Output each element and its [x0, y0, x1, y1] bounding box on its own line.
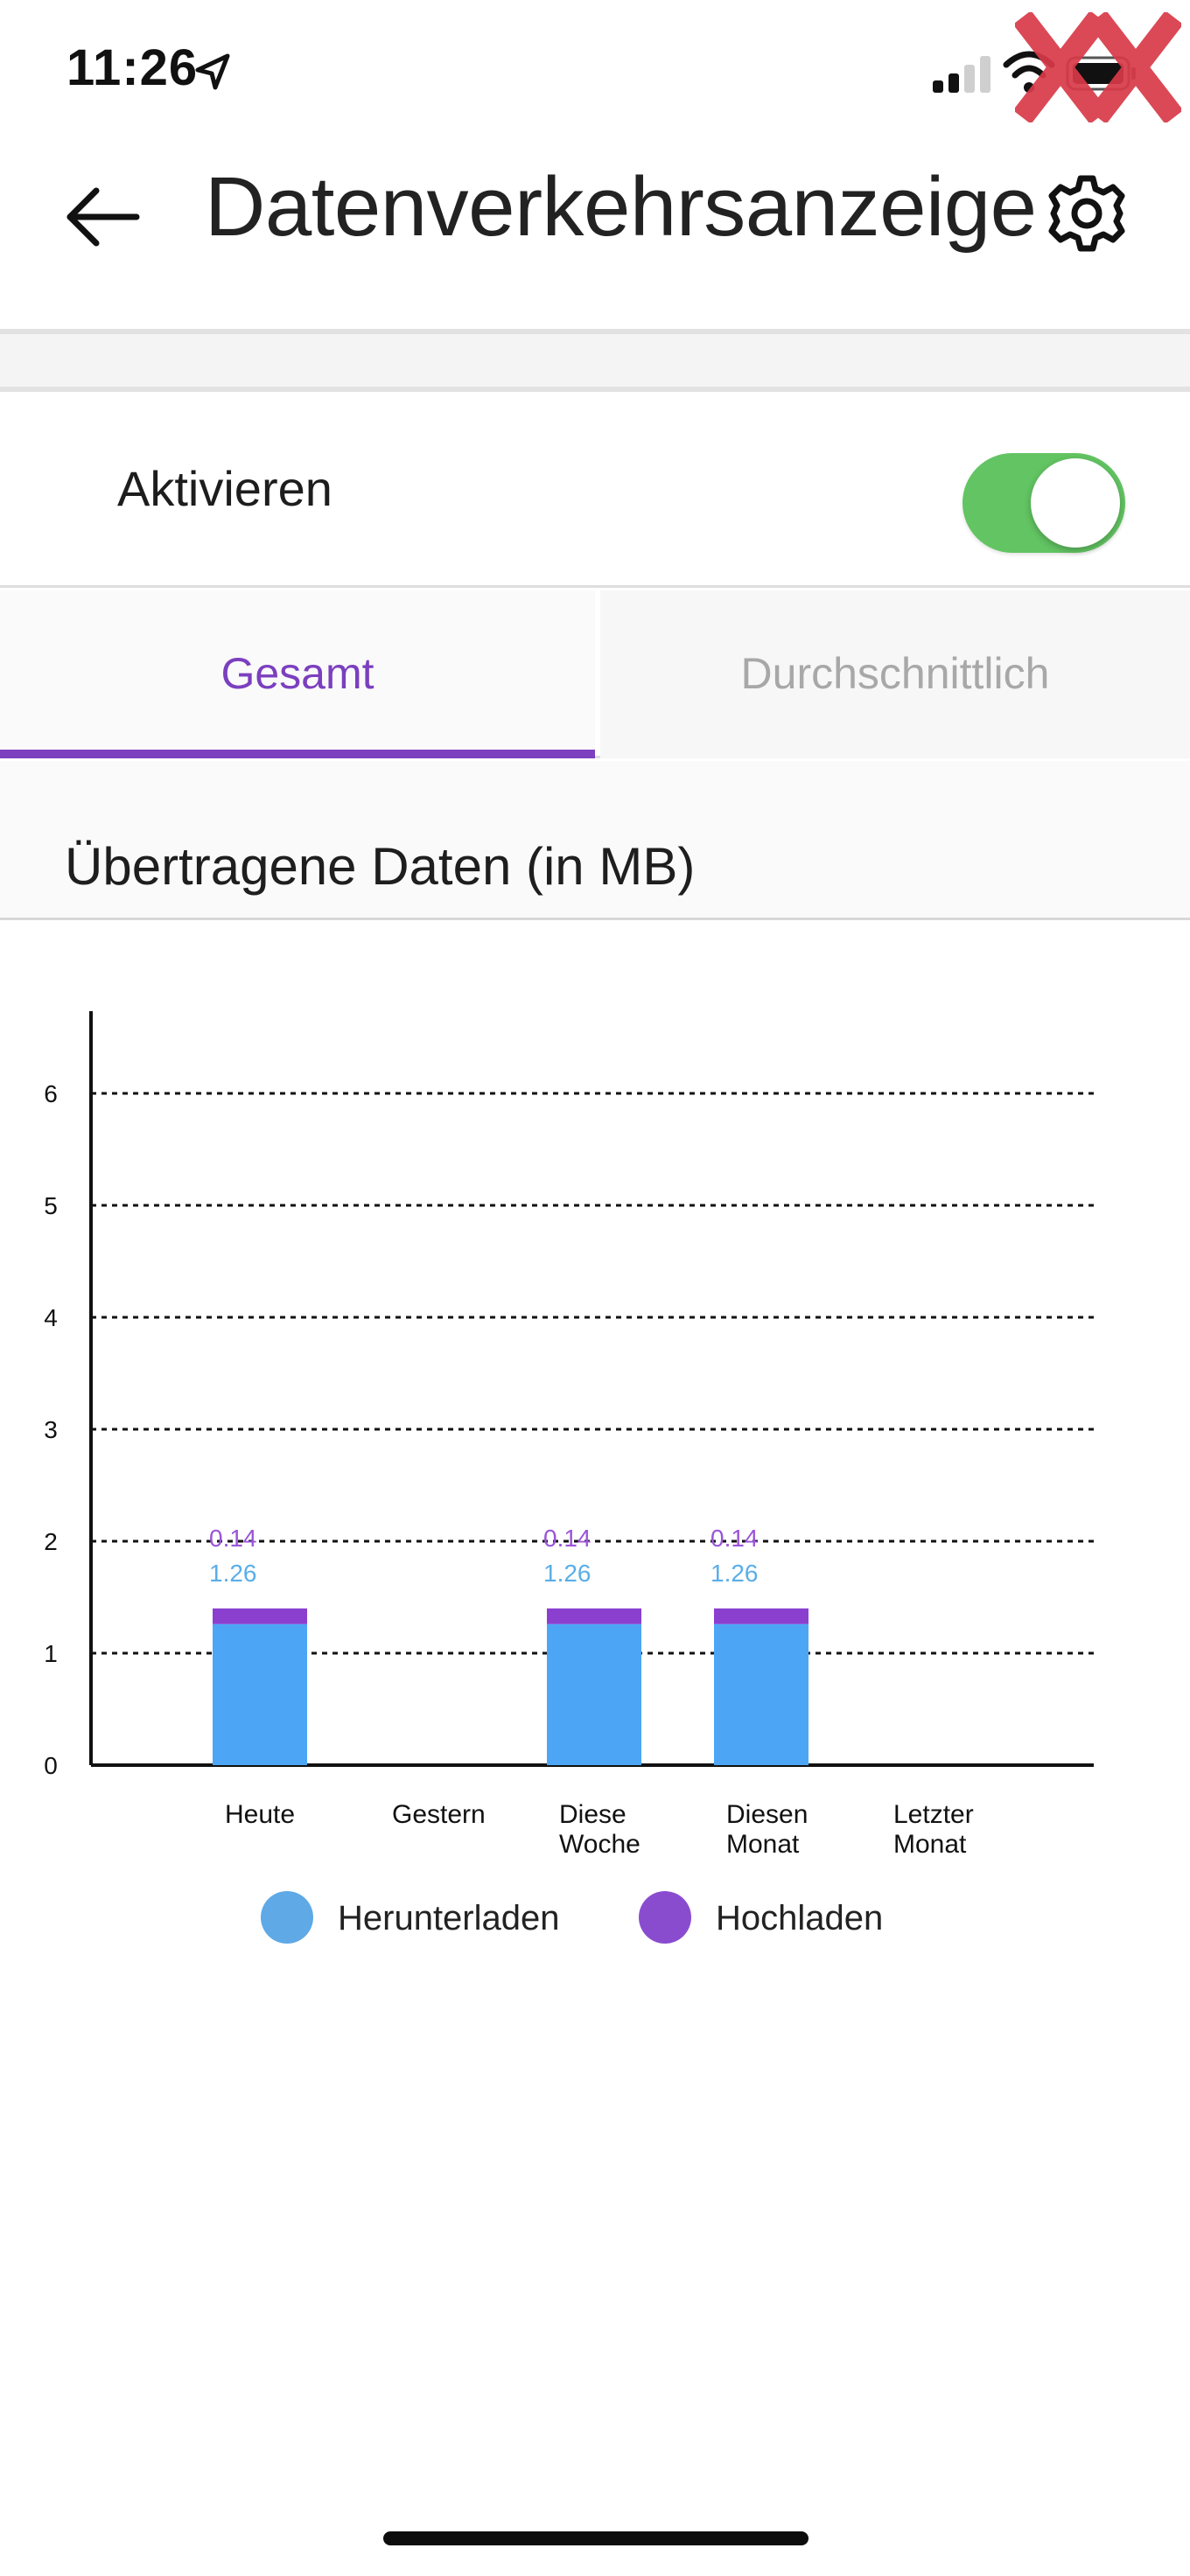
- x-tick-label: Diesen: [726, 1800, 808, 1829]
- x-tick-label: Heute: [225, 1800, 295, 1829]
- legend-label: Herunterladen: [338, 1899, 560, 1937]
- page-title: Datenverkehrsanzeige: [205, 160, 1037, 254]
- section-title: Übertragene Daten (in MB): [65, 837, 696, 896]
- section-header: Übertragene Daten (in MB): [0, 761, 1190, 920]
- data-label-herunterladen: 1.26: [710, 1560, 759, 1587]
- tab-durchschnittlich[interactable]: Durchschnittlich: [600, 590, 1190, 758]
- bar-herunterladen: [547, 1623, 641, 1765]
- x-tick-label: Gestern: [392, 1800, 486, 1829]
- x-tick-label: Diese: [559, 1800, 626, 1829]
- x-tick-label: Monat: [726, 1830, 800, 1859]
- data-label-hochladen: 0.14: [209, 1525, 257, 1552]
- y-tick-label: 2: [44, 1528, 58, 1555]
- y-tick-label: 0: [44, 1752, 58, 1779]
- toggle-knob: [1031, 458, 1120, 548]
- chart-svg: 0 1 2 3 4 5 6 0.14 1.26 Heute Gestern 0.14 1.26 Diese…: [44, 1011, 1094, 1944]
- signal-icon: [933, 56, 990, 93]
- section-divider: [0, 329, 1190, 392]
- bar-hochladen: [714, 1608, 808, 1624]
- y-tick-label: 5: [44, 1192, 58, 1219]
- data-label-hochladen: 0.14: [710, 1525, 759, 1552]
- legend-label: Hochladen: [716, 1899, 883, 1937]
- location-arrow-icon: [195, 53, 230, 90]
- status-bar: 11:26: [0, 0, 1190, 140]
- arrow-left-icon[interactable]: [61, 175, 145, 259]
- bar-herunterladen: [714, 1623, 808, 1765]
- home-indicator[interactable]: [383, 2531, 808, 2545]
- data-label-hochladen: 0.14: [543, 1525, 592, 1552]
- y-tick-label: 4: [44, 1304, 58, 1331]
- tab-bar: Gesamt Durchschnittlich: [0, 590, 1190, 758]
- data-label-herunterladen: 1.26: [209, 1560, 257, 1587]
- traffic-chart: 0 1 2 3 4 5 6 0.14 1.26 Heute Gestern 0.14 1.26 Diese…: [0, 962, 1190, 1977]
- gear-icon[interactable]: [1043, 170, 1130, 257]
- app-header: Datenverkehrsanzeige: [0, 140, 1190, 331]
- y-tick-label: 1: [44, 1640, 58, 1667]
- bar-hochladen: [213, 1608, 307, 1624]
- data-label-herunterladen: 1.26: [543, 1560, 592, 1587]
- activate-toggle[interactable]: [962, 453, 1125, 553]
- activate-row: Aktivieren: [0, 392, 1190, 588]
- status-time: 11:26: [66, 39, 199, 96]
- x-tick-label: Monat: [893, 1830, 967, 1859]
- tab-gesamt[interactable]: Gesamt: [0, 590, 595, 758]
- activate-label: Aktivieren: [117, 461, 332, 516]
- y-tick-label: 3: [44, 1416, 58, 1443]
- y-tick-label: 6: [44, 1080, 58, 1107]
- bar-herunterladen: [213, 1623, 307, 1765]
- bar-hochladen: [547, 1608, 641, 1624]
- x-tick-label: Letzter: [893, 1800, 974, 1829]
- watermark-logo: [1015, 12, 1181, 122]
- legend-swatch: [261, 1891, 313, 1944]
- legend-swatch: [639, 1891, 691, 1944]
- x-tick-label: Woche: [559, 1830, 640, 1859]
